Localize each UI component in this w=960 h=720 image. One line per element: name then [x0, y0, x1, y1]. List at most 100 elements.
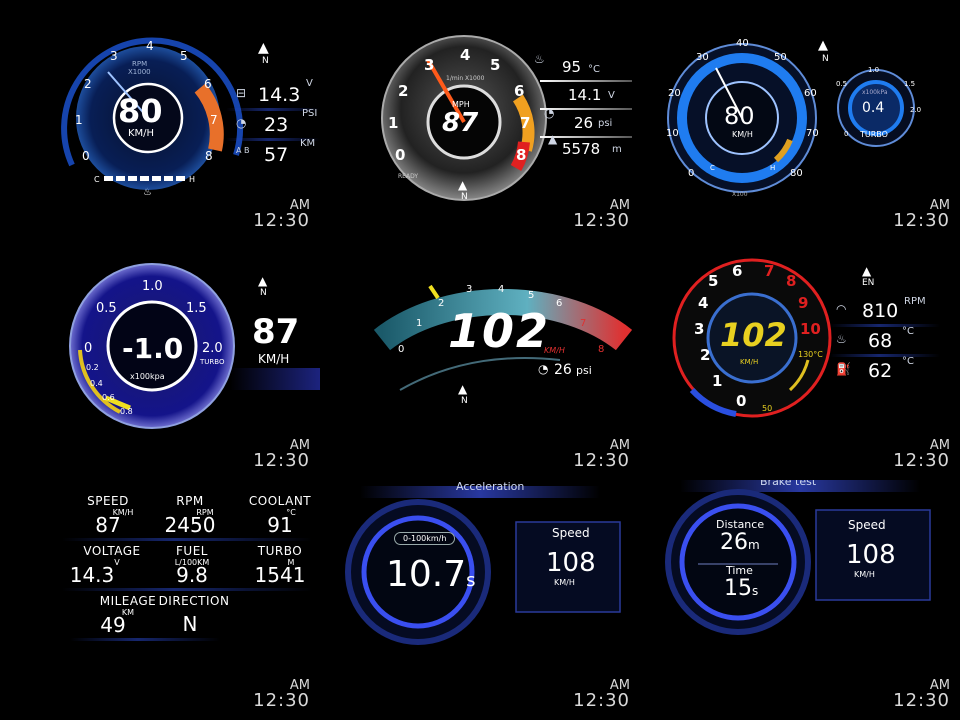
- speed-label: Speed: [848, 518, 886, 532]
- svg-text:70: 70: [806, 128, 819, 139]
- svg-text:2: 2: [84, 77, 92, 91]
- svg-text:0: 0: [84, 341, 92, 356]
- svg-text:READY: READY: [398, 173, 418, 180]
- svg-text:7: 7: [580, 318, 586, 329]
- speed-value: 87: [252, 312, 300, 352]
- panel-turbo-gauge[interactable]: 0 0.5 1.0 1.5 2.0 0.2 0.4 0.6 0.8 TURBO -1.0…: [0, 240, 320, 480]
- svg-text:0: 0: [688, 168, 694, 179]
- coolant-icon: ♨: [836, 332, 847, 346]
- turbo-icon: ◔: [538, 362, 549, 376]
- svg-text:0: 0: [398, 344, 404, 355]
- svg-text:1: 1: [712, 372, 722, 390]
- svg-text:0: 0: [395, 146, 405, 164]
- svg-text:X100: X100: [732, 191, 748, 198]
- tachometer-needle: [107, 71, 149, 119]
- battery-icon: ⊟: [236, 86, 247, 100]
- svg-text:0: 0: [736, 392, 746, 410]
- info-row-altitude: ▲ 5578 m: [548, 132, 622, 158]
- svg-text:6: 6: [732, 262, 742, 280]
- svg-text:0.4: 0.4: [90, 379, 103, 388]
- svg-text:2.0: 2.0: [202, 341, 223, 356]
- data-speed: SPEED KM/H 87: [87, 494, 134, 537]
- svg-text:1: 1: [388, 114, 398, 132]
- info-row-coolant: ♨ 95 °C: [534, 52, 600, 76]
- panel-acceleration-test[interactable]: Acceleration 0-100km/h 10.7s Speed 108 K…: [320, 480, 640, 720]
- svg-text:40: 40: [736, 38, 749, 49]
- svg-text:3: 3: [110, 49, 118, 63]
- svg-text:0: 0: [844, 130, 848, 138]
- svg-text:6: 6: [514, 82, 524, 100]
- svg-text:0.5: 0.5: [96, 301, 117, 316]
- svg-text:C: C: [94, 175, 100, 184]
- svg-text:7: 7: [764, 262, 774, 280]
- speed-value: 108: [846, 540, 896, 570]
- svg-text:H: H: [770, 164, 775, 172]
- data-fuel: FUEL L/100KM 9.8: [174, 544, 210, 587]
- speed-value: 80: [118, 92, 163, 130]
- speed-unit: KM/H: [854, 570, 875, 579]
- acceleration-time: 10.7s: [386, 554, 476, 595]
- svg-text:20: 20: [668, 88, 681, 99]
- speed-value: 102: [720, 316, 787, 354]
- distance-icon: A B: [236, 146, 250, 155]
- svg-text:3: 3: [694, 320, 704, 338]
- turbo-icon: ◔: [236, 116, 247, 130]
- panel-arc-speedometer[interactable]: 0 1 2 3 4 5 6 7 8 102 KM/H ◔ 26 psi ▲ N AM 12…: [320, 240, 640, 480]
- arc-tachometer: 0 1 2 3 4 5 6 7 8: [373, 284, 633, 391]
- clock: AM 12:30: [253, 198, 310, 231]
- svg-text:0: 0: [82, 149, 90, 163]
- svg-text:8: 8: [516, 146, 526, 164]
- svg-text:C: C: [710, 164, 715, 172]
- svg-text:1/min X1000: 1/min X1000: [446, 75, 485, 82]
- compass-label: N: [461, 396, 468, 406]
- speed-unit: KM/H: [554, 578, 575, 587]
- svg-text:4: 4: [460, 46, 470, 64]
- panel-data-grid[interactable]: SPEED KM/H 87 RPM RPM 2450 COOLANT °C 91 VO…: [0, 480, 320, 720]
- svg-text:60: 60: [804, 88, 817, 99]
- clock: AM 12:30: [893, 678, 950, 711]
- compass-label: N: [260, 288, 267, 298]
- data-mileage: MILEAGE KM 49: [99, 594, 157, 637]
- svg-text:0.6: 0.6: [102, 393, 115, 402]
- svg-text:8: 8: [786, 272, 796, 290]
- panel-blue-ring-gauge[interactable]: 0 10 20 30 40 50 60 70 80 C H X100 0 0.5 1.0 1.5…: [640, 0, 960, 240]
- info-row-oil: ⛽ 62 °C: [836, 356, 914, 382]
- compass-label: N: [822, 54, 829, 64]
- svg-text:3: 3: [466, 284, 472, 295]
- panel-brake-test[interactable]: Brake test Distance 26m Time 15s Speed 1…: [640, 480, 960, 720]
- compass-label: N: [262, 56, 269, 66]
- svg-text:2: 2: [700, 346, 710, 364]
- svg-text:1.0: 1.0: [868, 66, 879, 74]
- tachometer-gauge: 012 3 45 6 789 10: [672, 258, 832, 418]
- distance-value: 26m: [720, 530, 760, 555]
- svg-text:8: 8: [598, 344, 604, 355]
- speed-unit: KM/H: [258, 352, 290, 366]
- temp-low: 50: [762, 404, 773, 413]
- svg-text:10: 10: [666, 128, 679, 139]
- svg-text:0.8: 0.8: [120, 407, 133, 416]
- oil-icon: ⛽: [836, 362, 851, 376]
- speed-value: 80: [724, 102, 755, 130]
- svg-text:2.0: 2.0: [910, 106, 921, 114]
- info-row-turbo: ◔ 23 PSI: [236, 108, 318, 136]
- svg-text:1.5: 1.5: [186, 301, 207, 316]
- svg-text:7: 7: [210, 113, 218, 127]
- speed-label: Speed: [552, 526, 590, 540]
- info-row-turbo: ◔ 26 psi: [544, 106, 613, 132]
- svg-text:0.2: 0.2: [86, 363, 99, 372]
- svg-text:10: 10: [800, 320, 821, 338]
- data-voltage: VOLTAGE V 14.3: [69, 544, 141, 587]
- brake-ring: [665, 489, 931, 635]
- speed-unit: MPH: [452, 100, 470, 109]
- svg-text:RPM: RPM: [132, 60, 147, 68]
- temp-high: 130°C: [798, 350, 823, 359]
- test-header: Brake test: [760, 480, 817, 488]
- svg-text:X1000: X1000: [128, 68, 151, 76]
- svg-text:9: 9: [798, 294, 808, 312]
- clock: AM 12:30: [573, 198, 630, 231]
- compass-icon: ▲: [458, 382, 468, 396]
- turbo-boost-gauge: 0 0.5 1.0 1.5 2.0 0.2 0.4 0.6 0.8 TURBO: [69, 263, 235, 429]
